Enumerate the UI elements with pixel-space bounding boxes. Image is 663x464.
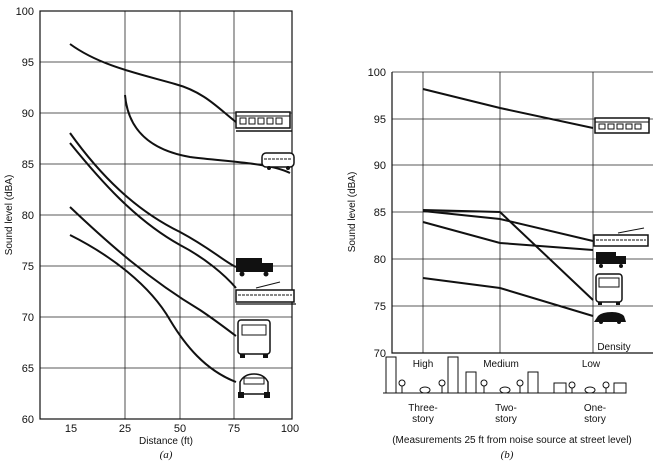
- tree-icon: [602, 381, 610, 393]
- density-medium-label: Medium: [483, 359, 519, 370]
- chart-a-frame: [39, 10, 293, 420]
- chart-b-frame: [391, 72, 653, 354]
- tree-icon: [398, 379, 406, 393]
- series-line-bus-front-b: [422, 209, 594, 301]
- chart-a-y-ticks: 100 95 90 85 80 75 70 65 60: [16, 6, 34, 426]
- series-line-bus-front: [69, 206, 237, 337]
- building-label-line: story: [412, 414, 434, 425]
- y-axis-label: Sound level (dBA): [4, 175, 15, 256]
- y-tick: 100: [16, 6, 34, 18]
- bus-front-icon: [237, 319, 271, 358]
- density-low-label: Low: [582, 359, 601, 370]
- car-small-icon: [499, 386, 511, 394]
- y-tick: 95: [374, 114, 386, 126]
- series-line-truck-b: [422, 221, 594, 251]
- tree-icon: [480, 379, 488, 393]
- building-illustration: [383, 356, 627, 394]
- series-line-car: [69, 234, 237, 383]
- building-label-line: story: [584, 414, 606, 425]
- car-small-icon: [419, 386, 431, 394]
- train-icon: [235, 111, 292, 132]
- x-tick: 25: [119, 423, 131, 435]
- building-medium: [465, 371, 477, 394]
- chart-b-y-ticks: 100 95 90 85 80 75 70: [368, 67, 386, 360]
- truck-icon: [236, 258, 273, 277]
- y-tick: 75: [22, 261, 34, 273]
- chart-b: 100 95 90 85 80 75 70 Sound level (dBA) …: [347, 67, 653, 461]
- y-tick: 85: [22, 159, 34, 171]
- building-low: [613, 382, 627, 394]
- y-tick: 75: [374, 301, 386, 313]
- trolley-icon: [593, 227, 649, 247]
- x-tick: 100: [281, 423, 299, 435]
- car-icon: [594, 312, 626, 324]
- y-tick: 70: [22, 312, 34, 324]
- tree-icon: [568, 381, 576, 393]
- building-medium: [527, 371, 539, 394]
- tree-icon: [516, 379, 524, 393]
- x-tick: 75: [228, 423, 240, 435]
- building-low: [553, 382, 567, 394]
- tree-icon: [438, 379, 446, 393]
- caption-a: (a): [160, 449, 173, 461]
- footnote: (Measurements 25 ft from noise source at…: [392, 435, 632, 446]
- density-axis-label: Density: [597, 342, 630, 353]
- x-axis-label: Distance (ft): [139, 436, 193, 447]
- bus-front-icon: [595, 273, 623, 305]
- y-tick: 90: [374, 160, 386, 172]
- y-tick: 100: [368, 67, 386, 79]
- y-tick: 90: [22, 108, 34, 120]
- series-line-truck: [69, 132, 237, 268]
- building-label-two: Two-story: [495, 403, 517, 425]
- truck-icon: [596, 252, 626, 268]
- y-tick: 60: [22, 414, 34, 426]
- building-label-line: Three-: [408, 403, 437, 414]
- trolley-icon: [235, 281, 296, 305]
- y-tick: 95: [22, 57, 34, 69]
- building-label-one: One-story: [584, 403, 606, 425]
- y-axis-label: Sound level (dBA): [347, 172, 358, 253]
- series-line-train: [69, 43, 237, 123]
- chart-a-gridlines: [40, 10, 292, 419]
- car-icon: [238, 373, 270, 398]
- building-label-line: One-: [584, 403, 606, 414]
- y-tick: 65: [22, 363, 34, 375]
- building-tall: [385, 356, 397, 394]
- y-tick: 80: [22, 210, 34, 222]
- car-small-icon: [584, 386, 596, 394]
- building-label-line: Two-: [495, 403, 517, 414]
- building-label-line: story: [495, 414, 517, 425]
- series-line-car-b: [422, 277, 594, 317]
- chart-a: 100 95 90 85 80 75 70 65 60 15 25 50 75 …: [4, 6, 299, 461]
- caption-b: (b): [501, 449, 514, 461]
- density-high-label: High: [413, 359, 434, 370]
- series-line-trolley: [69, 142, 237, 289]
- chart-a-x-ticks: 15 25 50 75 100: [65, 423, 299, 435]
- building-label-three: Three-story: [408, 403, 437, 425]
- building-tall: [447, 356, 459, 394]
- train-icon: [594, 117, 650, 134]
- x-tick: 15: [65, 423, 77, 435]
- series-line-trolley-b: [422, 210, 594, 242]
- bus-icon: [261, 152, 295, 170]
- series-line-train-b: [422, 88, 594, 129]
- y-tick: 80: [374, 254, 386, 266]
- y-tick: 85: [374, 207, 386, 219]
- x-tick: 50: [174, 423, 186, 435]
- y-tick: 70: [374, 348, 386, 360]
